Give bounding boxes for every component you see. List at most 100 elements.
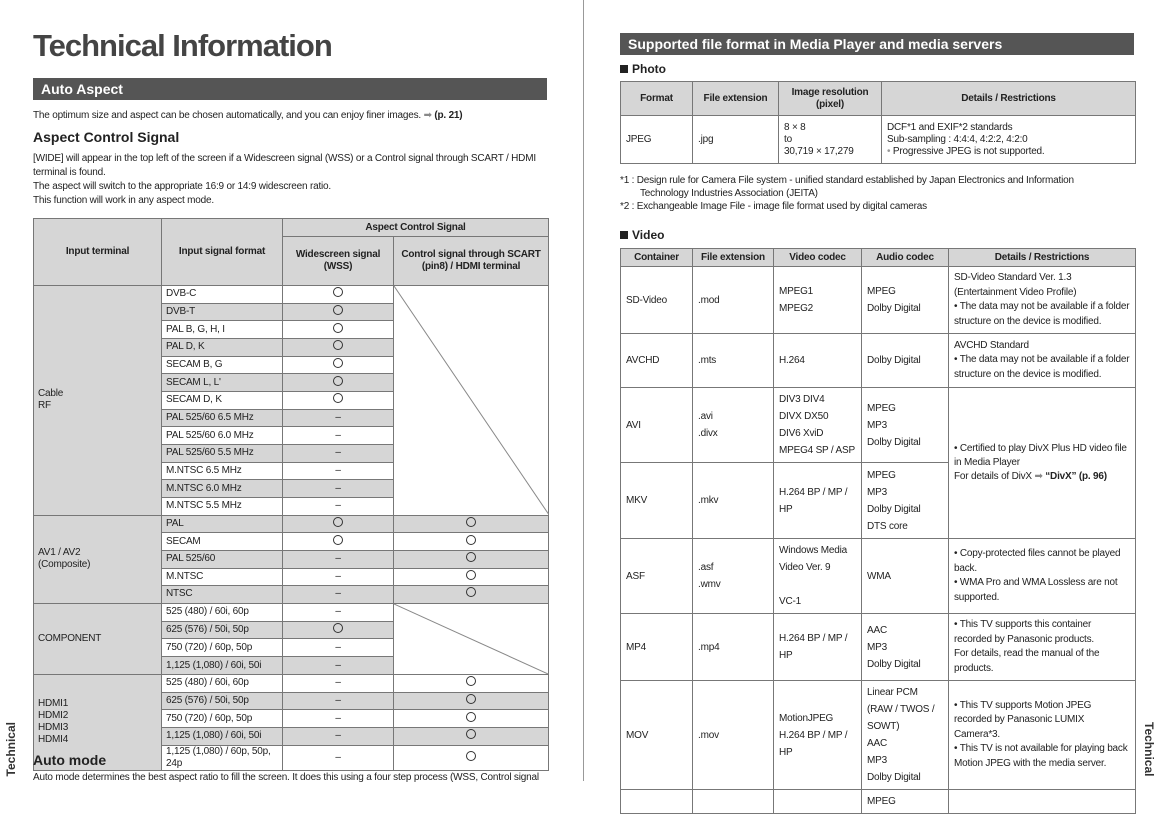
video-cell [773, 789, 862, 814]
circle-supported-icon [333, 340, 343, 351]
not-supported-dash: – [335, 730, 341, 742]
control-not-applicable-cell [392, 602, 550, 676]
input-format-cell: SECAM [161, 532, 283, 551]
control-cell [392, 726, 550, 746]
details-cell-divx: • Certified to play DivX Plus HD video f… [948, 387, 1136, 539]
details-cell [948, 789, 1136, 814]
arrow-icon: ➡ [1031, 471, 1046, 482]
details-cell: • This TV supports this container record… [948, 613, 1136, 681]
table-row: 750 (720) / 60p, 50p – [34, 709, 550, 728]
wss-cell [282, 338, 394, 357]
res-line: 8 × 8 [784, 121, 806, 133]
container-cell: ASF [620, 538, 693, 614]
audio-cell: AAC MP3 Dolby Digital [861, 613, 949, 681]
input-format-cell: M.NTSC 5.5 MHz [161, 497, 283, 516]
wss-cell [282, 620, 394, 640]
table-row: ASF .asf .wmv Windows Media Video Ver. 9 V… [620, 538, 1136, 614]
circle-supported-icon [333, 287, 343, 298]
input-format-cell: 625 (576) / 50i, 50p [161, 691, 283, 711]
wss-cell: – [282, 674, 394, 693]
aspect-paragraph: [WIDE] will appear in the top left of th… [33, 152, 547, 208]
page-divider [583, 0, 584, 781]
auto-mode-text: Auto mode determines the best aspect rat… [33, 772, 539, 783]
input-format-cell: PAL B, G, H, I [161, 320, 283, 340]
ext-cell: .asf .wmv [692, 538, 774, 614]
photo-table: Format File extension Image resolution (pi… [620, 81, 1136, 164]
ext-cell [692, 789, 774, 814]
table-row: AVCHD .mts H.264 Dolby Digital AVCHD Standar… [620, 333, 1136, 388]
table-row: 625 (576) / 50i, 50p – [34, 691, 550, 711]
video-cell: DIV3 DIV4 DIVX DX50 DIV6 XviD MPEG4 SP /… [773, 387, 862, 463]
table-row: MPEG [620, 789, 1136, 814]
circle-supported-icon [466, 552, 476, 563]
details-cell: • Copy-protected files cannot be played … [948, 538, 1136, 614]
table-row: DVB-T [34, 302, 549, 322]
table-row: M.NTSC 6.0 MHz – [34, 479, 549, 499]
circle-supported-icon [466, 587, 476, 598]
control-cell [392, 691, 550, 711]
not-supported-dash: – [335, 712, 341, 724]
not-supported-dash: – [335, 677, 341, 689]
video-cell: MotionJPEG H.264 BP / MP / HP [773, 680, 862, 790]
aspect-control-table: Input terminal Input signal format Aspect … [33, 218, 550, 771]
wss-cell [282, 285, 394, 304]
container-cell: MOV [620, 680, 693, 790]
input-format-cell: 1,125 (1,080) / 60p, 50p, 24p [161, 744, 283, 771]
table-row: SECAM L, L' [34, 373, 549, 393]
input-format-cell: NTSC [161, 585, 283, 604]
input-format-cell: 1,125 (1,080) / 60i, 50i [161, 656, 283, 676]
table-row: 1,125 (1,080) / 60i, 50i – [34, 726, 550, 746]
para-line: This function will work in any aspect mo… [33, 195, 214, 206]
cell: JPEG [620, 115, 693, 164]
container-cell: AVCHD [620, 333, 693, 388]
input-format-cell: SECAM B, G [161, 355, 283, 375]
circle-supported-icon [333, 358, 343, 369]
th: Container [620, 248, 693, 267]
table-row: PAL 525/60 – [34, 549, 550, 569]
input-format-cell: 750 (720) / 60p, 50p [161, 709, 283, 728]
not-supported-dash: – [335, 465, 341, 477]
circle-supported-icon [333, 375, 343, 386]
ext-cell: .mod [692, 266, 774, 334]
ext-cell: .mp4 [692, 613, 774, 681]
th: Image resolution (pixel) [778, 81, 882, 116]
square-bullet-icon [620, 65, 628, 73]
table-row: MP4 .mp4 H.264 BP / MP / HP AAC MP3 Dolby D… [620, 613, 1136, 681]
details-cell: AVCHD Standard • The data may not be ava… [948, 333, 1136, 388]
table-row: Cable RF DVB-C [33, 285, 550, 516]
video-heading-text: Video [632, 228, 665, 242]
circle-supported-icon [466, 569, 476, 580]
control-cell [392, 514, 550, 534]
control-cell [392, 744, 550, 771]
input-format-cell: M.NTSC [161, 567, 283, 587]
circle-supported-icon [466, 711, 476, 722]
not-supported-dash: – [335, 447, 341, 459]
cell-details: DCF*1 and EXIF*2 standards Sub-sampling :… [881, 115, 1136, 164]
circle-supported-icon [466, 750, 476, 761]
table-row: SECAM D, K [34, 391, 549, 410]
wss-cell: – [282, 549, 394, 569]
auto-mode-heading: Auto mode [33, 752, 107, 768]
table-row: SECAM B, G [34, 355, 549, 375]
wss-cell: – [282, 497, 394, 516]
res-line: 30,719 × 17,279 [784, 145, 854, 157]
detail-line: Sub-sampling : 4:4:4, 4:2:2, 4:2:0 [887, 133, 1028, 145]
th-control: Control signal through SCART (pin8) / HD… [392, 236, 550, 286]
divx-ref: “DivX” (p. 96) [1045, 471, 1107, 482]
footnote-1: *1 : Design rule for Camera File system … [620, 175, 1074, 199]
table-row: SD-Video .mod MPEG1 MPEG2 MPEG Dolby Digita… [620, 266, 1136, 334]
control-cell [392, 674, 550, 693]
video-cell: H.264 [773, 333, 862, 388]
container-cell: MKV [620, 462, 693, 539]
container-cell: SD-Video [620, 266, 693, 334]
not-supported-dash: – [335, 659, 341, 671]
wss-cell [282, 373, 394, 393]
side-tab-left: Technical [4, 722, 18, 777]
wss-cell: – [282, 656, 394, 676]
divx-details: • Certified to play DivX Plus HD video f… [954, 443, 1127, 482]
cell-res: 8 × 8 to 30,719 × 17,279 [778, 115, 882, 164]
input-format-cell: M.NTSC 6.0 MHz [161, 479, 283, 499]
th-input-terminal: Input terminal [33, 218, 162, 286]
input-format-cell: DVB-T [161, 302, 283, 322]
table-row: MOV .mov MotionJPEG H.264 BP / MP / HP Line… [620, 680, 1136, 790]
